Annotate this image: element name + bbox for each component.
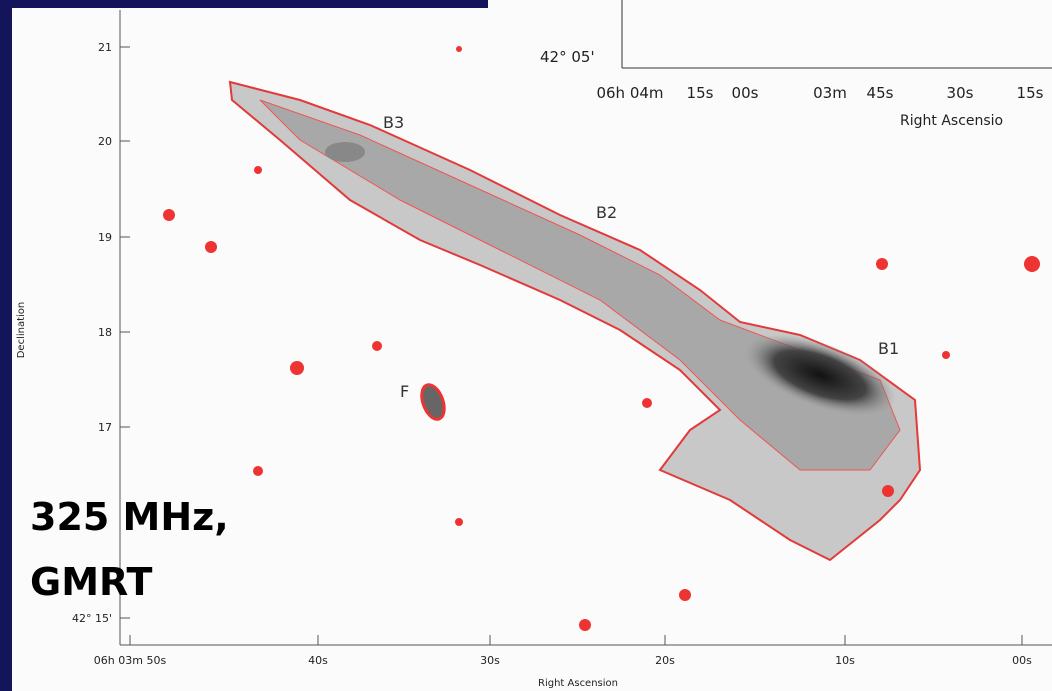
x-axis-label: Right Ascension	[538, 678, 618, 689]
inset-ra-label: 06h 04m	[596, 84, 663, 102]
x-tick-label: 20s	[655, 654, 675, 667]
y-tick-label: 17	[98, 421, 112, 434]
b3-knot	[325, 142, 365, 162]
inset-ra-label: 03m	[813, 84, 847, 102]
x-tick-label: 40s	[308, 654, 328, 667]
y-tick-label: 20	[98, 135, 112, 148]
caption-line: 325 MHz,	[30, 495, 229, 539]
inset-ra-label: 15s	[1017, 84, 1044, 102]
source-label: B1	[878, 339, 899, 358]
caption-line: GMRT	[30, 560, 153, 604]
x-tick-label: 00s	[1012, 654, 1032, 667]
inset-dec-label: 42° 05'	[540, 48, 595, 66]
y-tick-label: 21	[98, 41, 112, 54]
x-tick-label: 30s	[480, 654, 500, 667]
source-label: B3	[383, 113, 404, 132]
source-label: F	[400, 382, 409, 401]
inset-ra-label: 00s	[732, 84, 759, 102]
x-tick-label: 06h 03m 50s	[94, 654, 167, 667]
y-axis-label: Declination	[16, 302, 27, 359]
inset-ra-label: 45s	[867, 84, 894, 102]
x-tick-label: 10s	[835, 654, 855, 667]
page: 325 MHz, GMRT 21 20 19 18 17 42° 15' 06h 03m 5…	[0, 0, 1052, 691]
y-tick-label: 19	[98, 231, 112, 244]
inset-x-axis-label: Right Ascensio	[900, 113, 1003, 129]
y-tick-label: 18	[98, 326, 112, 339]
inset-ra-label: 15s	[687, 84, 714, 102]
slide: 325 MHz, GMRT 21 20 19 18 17 42° 15' 06h 03m 5…	[0, 0, 1052, 691]
y-tick-label: 42° 15'	[72, 612, 112, 625]
source-label: B2	[596, 203, 617, 222]
inset-ra-label: 30s	[947, 84, 974, 102]
